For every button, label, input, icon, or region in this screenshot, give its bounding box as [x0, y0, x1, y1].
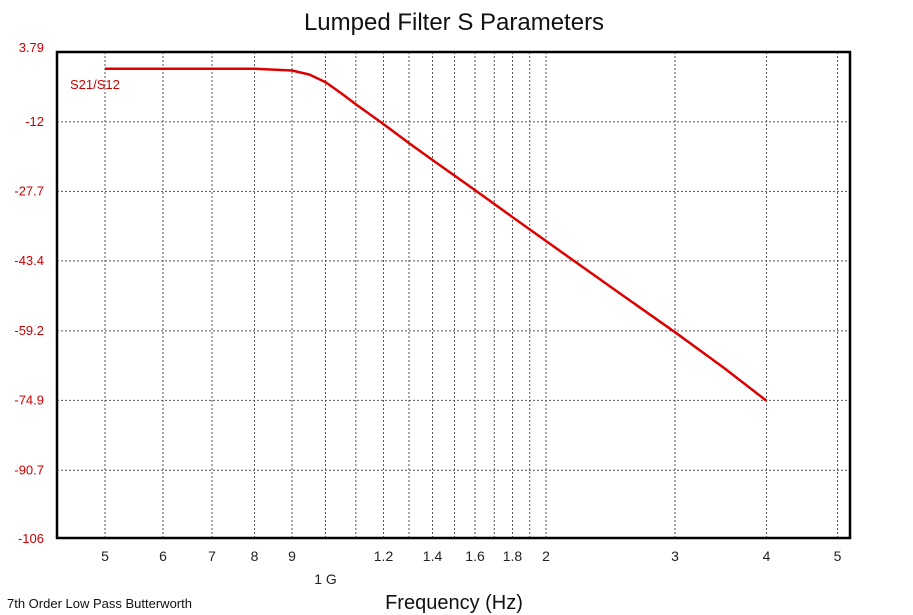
x-tick-label: 8 — [251, 548, 259, 564]
y-tick-label: -12 — [25, 114, 44, 129]
x-tick-label: 2 — [542, 548, 550, 564]
x-axis: 5 6 7 8 9 1.2 1.4 1.6 1.8 2 3 4 5 1 G — [101, 548, 842, 587]
series-label: S21/S12 — [70, 77, 120, 92]
series-lines — [105, 67, 768, 402]
x-tick-label: 3 — [671, 548, 679, 564]
y-axis: 3.79 -12 -27.7 -43.4 -59.2 -74.9 -90.7 -106 — [14, 40, 44, 546]
y-tick-label: -43.4 — [14, 253, 44, 268]
y-tick-label: -74.9 — [14, 392, 44, 407]
x-tick-label: 9 — [288, 548, 296, 564]
x-tick-label: 7 — [208, 548, 216, 564]
filter-note: 7th Order Low Pass Butterworth — [7, 596, 192, 611]
x-tick-label: 4 — [763, 548, 771, 564]
y-tick-label: -27.7 — [14, 183, 44, 198]
x-tick-label: 1.6 — [465, 548, 485, 564]
x-decade-label: 1 G — [314, 571, 337, 587]
x-axis-label: Frequency (Hz) — [385, 592, 523, 614]
y-tick-label: -59.2 — [14, 323, 44, 338]
x-tick-label: 6 — [159, 548, 167, 564]
chart-title: Lumped Filter S Parameters — [304, 9, 604, 36]
y-tick-label: -106 — [18, 531, 44, 546]
x-tick-label: 5 — [834, 548, 842, 564]
y-tick-label: -90.7 — [14, 462, 44, 477]
plot-frame — [55, 50, 852, 540]
x-tick-label: 5 — [101, 548, 109, 564]
y-tick-label: 3.79 — [19, 40, 44, 55]
series-line-s21-s12 — [105, 67, 768, 402]
x-tick-label: 1.8 — [503, 548, 523, 564]
grid — [57, 52, 850, 538]
x-tick-label: 1.4 — [423, 548, 443, 564]
x-tick-label: 1.2 — [374, 548, 394, 564]
